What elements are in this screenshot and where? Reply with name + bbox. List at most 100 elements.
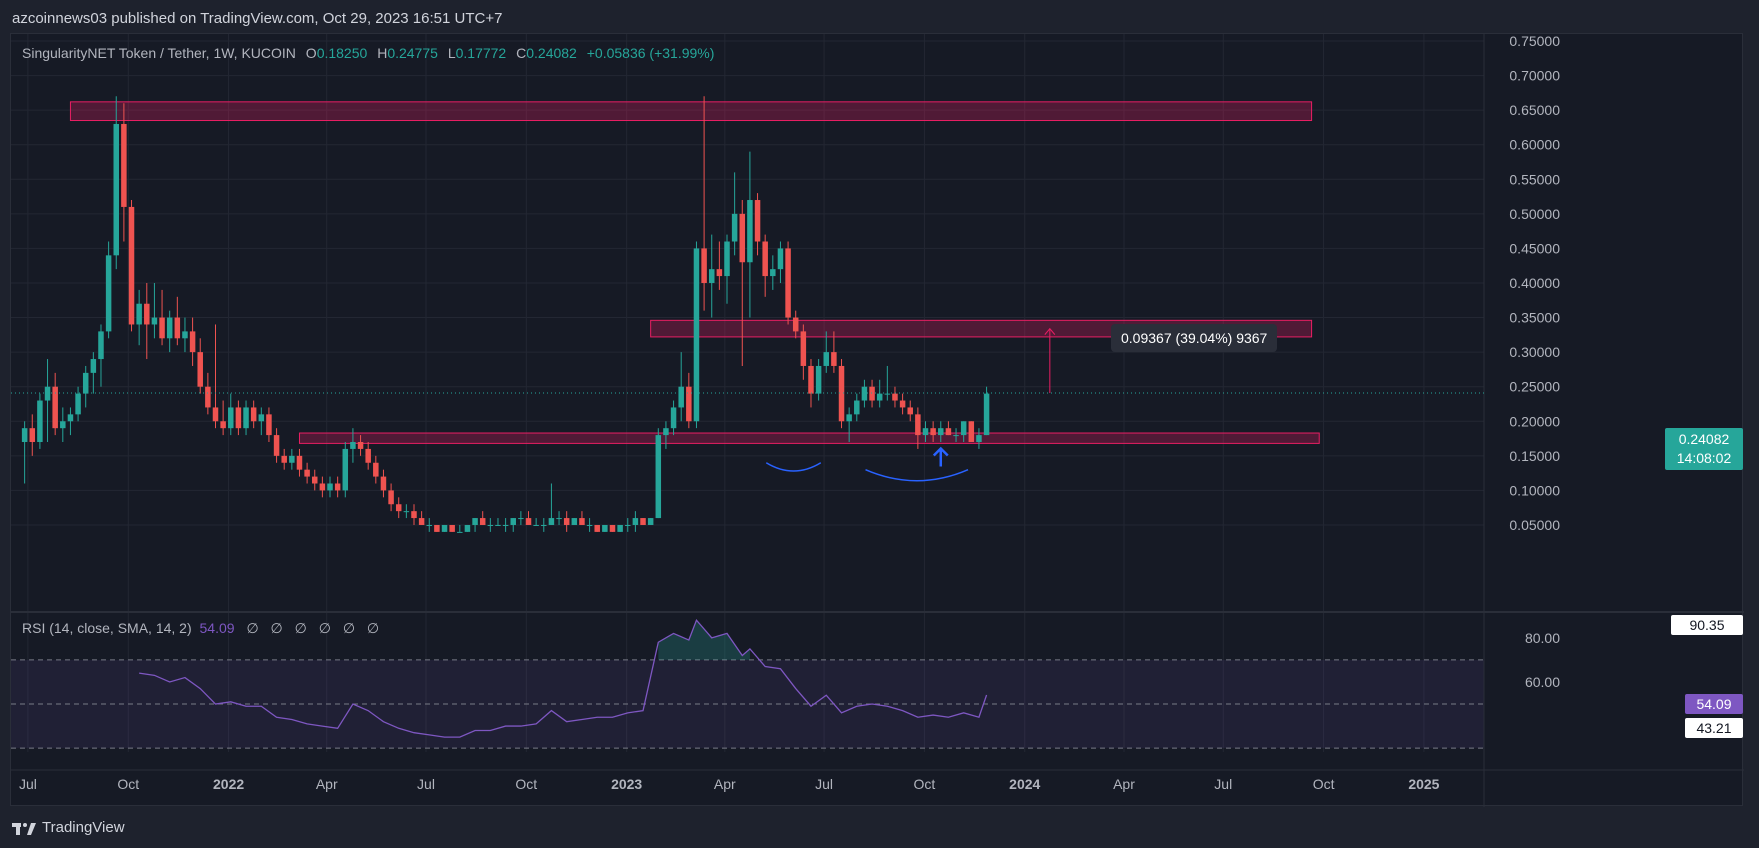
candle-body — [296, 455, 303, 470]
price-axis-label: 0.45000 — [1509, 240, 1560, 256]
time-axis-label: 2023 — [611, 776, 642, 792]
rsi-placeholder: ∅ — [342, 620, 356, 636]
pattern-arc — [765, 462, 822, 472]
candle-body — [617, 524, 623, 532]
symbol-title: SingularityNET Token / Tether, 1W, KUCOI… — [22, 45, 296, 61]
last-price-tag: 0.24082 14:08:02 — [1665, 428, 1743, 470]
candle-body — [29, 428, 36, 443]
candle-body — [334, 483, 341, 491]
candle-body — [75, 393, 81, 415]
candle-body — [60, 421, 66, 429]
rsi-overbought-fill — [658, 620, 750, 660]
price-axis-label: 0.75000 — [1509, 34, 1560, 49]
candle-body — [831, 352, 837, 366]
candle-body — [136, 303, 142, 325]
price-axis-label: 0.10000 — [1509, 482, 1560, 498]
chart-canvas[interactable]: 0.75000 0.70000 0.65000 0.60000 0.55000 0.500… — [11, 34, 1744, 807]
time-axis-label: Jul — [19, 776, 37, 792]
time-axis-label: Oct — [914, 776, 936, 792]
candle-body — [647, 518, 654, 525]
candle-body — [571, 518, 578, 525]
price-axis-label: 0.70000 — [1509, 68, 1560, 84]
rsi-upper-tag: 90.35 — [1671, 615, 1743, 635]
candle-body — [854, 400, 860, 415]
candle-body — [899, 400, 906, 408]
candle-body — [479, 518, 486, 525]
candle-body — [151, 317, 158, 325]
measure-tooltip: 0.09367 (39.04%) 9367 — [1111, 324, 1278, 352]
candle-body — [250, 407, 257, 422]
candle-body — [960, 421, 967, 436]
time-axis-label: Apr — [1113, 776, 1135, 792]
candle-body — [907, 407, 913, 415]
rsi-current-tag: 54.09 — [1685, 694, 1743, 714]
candle-body — [678, 386, 684, 408]
candle-body — [457, 531, 463, 533]
price-zone — [69, 101, 1313, 122]
candle-body — [197, 352, 203, 387]
rsi-axis-label: 80.00 — [1525, 630, 1560, 646]
close-value: 0.24082 — [526, 45, 577, 61]
candle-body — [174, 317, 181, 339]
measure-arrowhead — [1044, 327, 1056, 335]
candle-body — [861, 386, 868, 401]
candle-body — [823, 352, 830, 366]
time-axis-label: Oct — [117, 776, 139, 792]
rsi-legend: RSI (14, close, SMA, 14, 2) 54.09 ∅ ∅ ∅ … — [22, 620, 379, 637]
candle-body — [21, 428, 28, 443]
chart-frame[interactable]: 0.75000 0.70000 0.65000 0.60000 0.55000 0.500… — [10, 33, 1744, 807]
candle-body — [892, 393, 898, 401]
candle-body — [189, 331, 196, 353]
price-axis-label: 0.35000 — [1509, 310, 1560, 326]
candle-body — [281, 455, 287, 463]
footer-brand: TradingView — [42, 819, 125, 836]
low-value: 0.17772 — [455, 45, 507, 61]
time-axis-label: Jul — [417, 776, 435, 792]
candle-body — [739, 213, 746, 263]
candle-body — [90, 359, 97, 373]
candle-body — [876, 393, 883, 401]
candle-body — [37, 400, 43, 443]
candle-body — [586, 524, 593, 526]
candle-body — [472, 518, 478, 525]
candle-body — [357, 442, 364, 449]
candle-body — [350, 442, 356, 449]
candle-body — [945, 428, 952, 436]
rsi-placeholder: ∅ — [294, 620, 307, 636]
last-price-value: 0.24082 — [1678, 431, 1730, 447]
candle-body — [541, 524, 547, 526]
candle-body — [67, 414, 74, 422]
symbol-legend: SingularityNET Token / Tether, 1W, KUCOI… — [22, 45, 714, 61]
candle-body — [243, 407, 249, 429]
candle-body — [930, 428, 936, 436]
candle-body — [82, 372, 89, 394]
candle-body — [976, 435, 982, 443]
rsi-placeholder: ∅ — [246, 620, 259, 636]
candle-body — [747, 200, 753, 263]
candle-body — [625, 524, 631, 526]
candle-body — [533, 524, 539, 526]
candle-body — [579, 518, 585, 525]
price-axis-label: 0.25000 — [1509, 379, 1560, 395]
candle-body — [342, 448, 349, 491]
candle-body — [777, 248, 784, 270]
time-axis-label: 2024 — [1009, 776, 1040, 792]
rsi-line — [139, 618, 988, 738]
candle-body — [319, 483, 326, 491]
candle-body — [762, 241, 768, 277]
candle-body — [655, 435, 662, 519]
candle-body — [52, 386, 58, 429]
price-axis-label: 0.55000 — [1509, 171, 1560, 187]
candle-body — [235, 407, 242, 429]
candle-body — [464, 524, 471, 532]
bar-countdown: 14:08:02 — [1676, 450, 1732, 466]
rsi-axis-label: 60.00 — [1525, 674, 1560, 690]
candle-body — [228, 407, 234, 429]
candle-body — [44, 386, 51, 401]
candle-body — [640, 518, 646, 525]
candle-body — [815, 365, 822, 394]
candle-body — [434, 524, 440, 532]
candle-body — [884, 393, 891, 395]
candle-body — [525, 518, 532, 525]
candle-body — [403, 511, 410, 513]
